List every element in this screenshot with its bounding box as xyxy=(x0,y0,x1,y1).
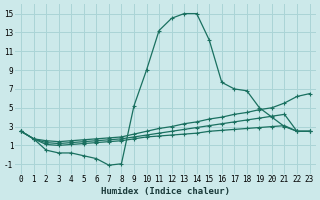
X-axis label: Humidex (Indice chaleur): Humidex (Indice chaleur) xyxy=(101,187,230,196)
